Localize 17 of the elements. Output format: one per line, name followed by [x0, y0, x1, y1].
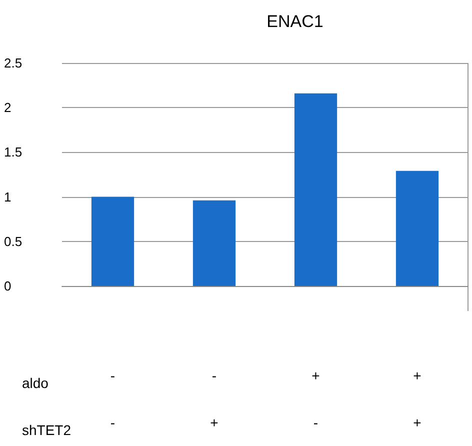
chart-title: ENAC1 [266, 12, 324, 31]
y-tick-label: 2 [4, 100, 12, 116]
bar [396, 170, 439, 286]
y-tick-label: 1 [4, 189, 12, 204]
y-tick-label: 0 [4, 278, 12, 294]
category-label: - + [210, 368, 218, 430]
text: aldo [22, 375, 49, 391]
bar [91, 196, 134, 286]
bar [294, 93, 338, 286]
text: shTET2 [22, 422, 72, 438]
category-label: + + [413, 368, 422, 430]
y-tick-label: 2.5 [4, 56, 22, 70]
category-label: - - [110, 368, 116, 430]
category-label: + - [312, 368, 320, 430]
y-tick-label: 1.5 [4, 144, 22, 160]
bar [192, 200, 236, 286]
y-tick-label: 0.5 [4, 234, 22, 249]
